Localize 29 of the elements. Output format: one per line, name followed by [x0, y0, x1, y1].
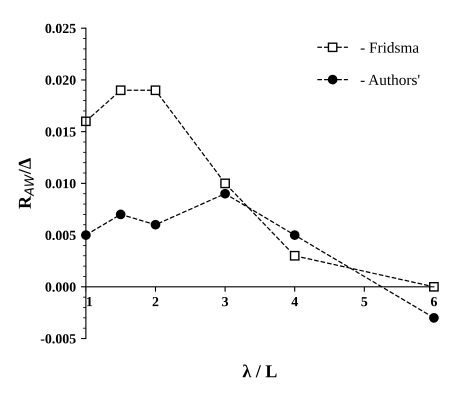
point — [150, 85, 160, 96]
y-tick-label: -0.005 — [40, 334, 76, 344]
x-tick-label: 5 — [361, 297, 368, 306]
legend-label: - Authors' — [360, 74, 420, 86]
legend-label: - Fridsma — [360, 42, 419, 53]
x-tick-label: 6 — [430, 296, 437, 306]
y-tick-label: 0.010 — [45, 178, 76, 188]
point — [429, 312, 439, 323]
y-tick-label: 0.005 — [45, 230, 76, 240]
y-axis-title: R$_{AW}$/Δ — [18, 158, 34, 209]
point — [81, 116, 91, 126]
point — [429, 282, 439, 292]
y-tick-label: 0.015 — [45, 127, 76, 137]
y-tick-label: 0.020 — [45, 76, 76, 85]
x-axis-title: λ / L — [242, 364, 277, 378]
point — [116, 85, 126, 96]
y-tick-label: 0.000 — [45, 282, 76, 292]
x-tick-label: 2 — [152, 296, 158, 306]
x-tick-label: 4 — [291, 297, 298, 306]
point — [220, 188, 230, 199]
point — [220, 178, 230, 188]
x-tick-label: 1 — [86, 296, 92, 306]
y-tick-label: 0.025 — [45, 24, 76, 34]
point — [81, 230, 91, 240]
x-tick-label: 3 — [222, 296, 228, 306]
point — [116, 210, 126, 220]
point — [150, 220, 160, 230]
point — [290, 250, 300, 261]
point — [290, 230, 300, 240]
